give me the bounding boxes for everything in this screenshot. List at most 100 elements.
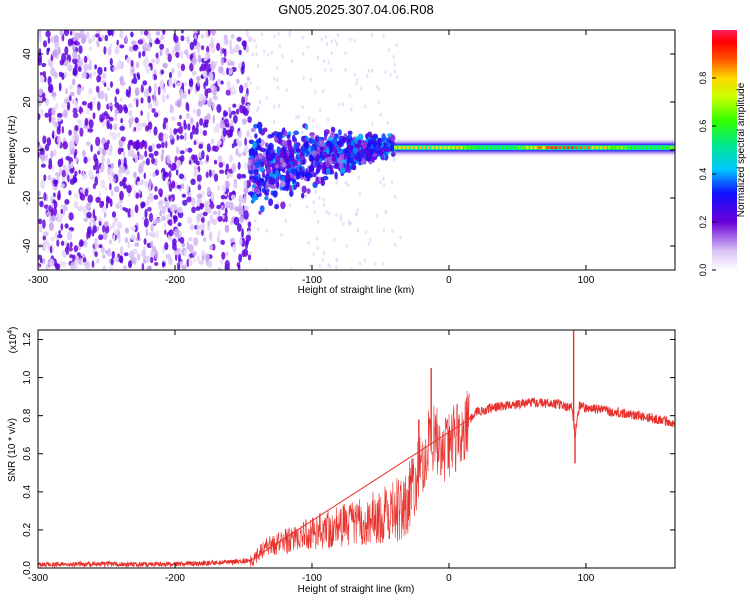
heatmap-cell <box>147 206 152 212</box>
heatmap-cell <box>216 79 221 85</box>
colorbar-tick-label: 0.2 <box>698 216 708 229</box>
heatmap-cell <box>114 46 120 55</box>
heatmap-cell <box>120 166 126 174</box>
heatmap-cell <box>94 176 98 186</box>
heatmap-cell <box>88 87 93 96</box>
heatmap-cell <box>334 171 338 180</box>
heatmap-cell <box>123 157 127 167</box>
heatmap-cell <box>254 219 257 224</box>
heatmap-cell <box>373 262 376 266</box>
heatmap-cell <box>187 103 190 112</box>
heatmap-cell <box>300 155 305 161</box>
heatmap-cell <box>402 146 406 150</box>
heatmap-cell <box>67 64 73 72</box>
heatmap-cell <box>54 231 58 240</box>
heatmap-cell <box>459 146 463 150</box>
heatmap-cell <box>154 186 158 192</box>
heatmap-cell <box>363 149 369 154</box>
heatmap-cell <box>103 82 107 88</box>
heatmap-cell <box>562 146 566 150</box>
heatmap-cell <box>102 224 106 233</box>
heatmap-cell <box>60 223 64 231</box>
heatmap-cell <box>538 146 541 150</box>
heatmap-cell <box>87 102 92 109</box>
heatmap-cell <box>191 206 197 214</box>
heatmap-cell <box>119 44 125 49</box>
heatmap-cell <box>169 127 173 136</box>
heatmap-cell <box>204 200 210 208</box>
heatmap-cell <box>390 134 396 142</box>
heatmap-cell <box>148 232 154 237</box>
snr-y-ticks: 0.0 0.2 0.4 0.6 0.8 1.0 1.2 <box>22 332 675 575</box>
heatmap-cell <box>335 257 339 262</box>
heatmap-cell <box>152 172 156 178</box>
heatmap-cell <box>334 38 337 43</box>
heatmap-cell <box>75 154 78 164</box>
heatmap-cell <box>661 146 665 150</box>
heatmap-cell <box>221 251 226 260</box>
heatmap-cell <box>132 248 138 255</box>
heatmap-cell <box>176 70 182 77</box>
heatmap-cell <box>153 194 159 200</box>
heatmap-cell <box>174 228 180 238</box>
heatmap-cell <box>94 64 97 70</box>
heatmap-cell <box>161 205 166 215</box>
heatmap-cell <box>60 240 65 246</box>
snr-y-label: SNR (10 * v/v) <box>7 418 18 482</box>
heatmap-cell <box>41 62 47 68</box>
heatmap-cell <box>217 216 223 222</box>
heatmap-cell <box>371 155 375 163</box>
colorbar-tick-label: 0.6 <box>698 120 708 133</box>
heatmap-cell <box>63 30 70 37</box>
heatmap-cell <box>143 217 149 228</box>
heatmap-cell <box>307 45 310 50</box>
heatmap-cell <box>265 96 268 101</box>
heatmap-cell <box>243 41 247 51</box>
heatmap-cell <box>224 169 228 176</box>
heatmap-cell <box>93 164 97 171</box>
heatmap-cell <box>86 110 90 115</box>
heatmap-cell <box>55 172 61 177</box>
heatmap-cell <box>48 221 54 231</box>
heatmap-cell <box>120 136 126 142</box>
heatmap-cell <box>169 105 175 114</box>
heatmap-cell <box>297 114 300 119</box>
heatmap-cell <box>50 236 55 242</box>
heatmap-cell <box>96 75 102 83</box>
heatmap-cell <box>135 192 140 199</box>
colorbar-gradient <box>712 30 737 270</box>
y-tick-label: -40 <box>22 238 33 253</box>
heatmap-cell <box>270 51 274 55</box>
heatmap-cell <box>640 146 644 150</box>
heatmap-cell <box>209 202 215 210</box>
heatmap-cell <box>58 82 62 92</box>
heatmap-cell <box>218 162 224 168</box>
heatmap-cell <box>369 148 374 156</box>
heatmap-cell <box>211 30 216 36</box>
heatmap-cell <box>225 181 230 189</box>
heatmap-cell <box>384 210 388 215</box>
heatmap-cell <box>229 39 232 48</box>
heatmap-cell <box>312 150 318 157</box>
heatmap-cell <box>239 104 244 114</box>
heatmap-cell <box>198 94 203 102</box>
heatmap-cell <box>187 147 193 153</box>
heatmap-cell <box>87 128 94 133</box>
heatmap-cell <box>110 257 114 266</box>
heatmap-cell <box>201 229 204 236</box>
heatmap-cell <box>132 141 137 149</box>
heatmap-cell <box>301 52 305 56</box>
heatmap-cell <box>62 141 68 150</box>
heatmap-cell <box>225 89 231 96</box>
heatmap-cell <box>140 84 144 93</box>
heatmap-cell <box>137 253 141 261</box>
heatmap-cell <box>101 206 107 213</box>
heatmap-cell <box>210 192 215 202</box>
heatmap-cell <box>220 239 225 245</box>
heatmap-cell <box>68 212 74 221</box>
heatmap-cell <box>60 157 64 167</box>
heatmap-cell <box>251 52 255 57</box>
heatmap-cell <box>305 205 309 209</box>
heatmap-cell <box>56 117 62 122</box>
y-tick-label: 0.0 <box>22 561 33 575</box>
